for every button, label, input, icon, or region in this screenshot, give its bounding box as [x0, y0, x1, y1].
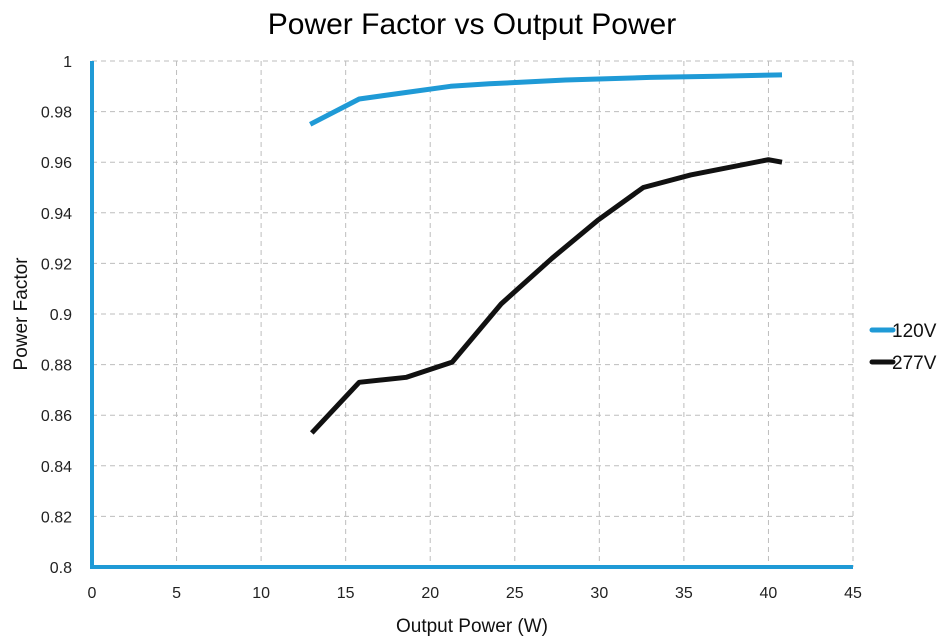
- y-tick-label: 1: [63, 54, 72, 71]
- series-layer: [309, 72, 783, 435]
- legend: 120V 277V: [869, 321, 937, 374]
- y-tick-label: 0.88: [41, 358, 72, 375]
- x-tick-label: 45: [844, 585, 862, 602]
- grid-layer: [92, 60, 854, 567]
- chart-title: Power Factor vs Output Power: [268, 8, 677, 41]
- x-tick-label: 0: [88, 585, 97, 602]
- x-tick-label: 20: [421, 585, 439, 602]
- legend-label-277v: 277V: [892, 353, 937, 374]
- x-tick-label: 40: [760, 585, 778, 602]
- x-tick-label: 5: [172, 585, 181, 602]
- y-tick-label: 0.82: [41, 509, 72, 526]
- x-tick-label: 30: [590, 585, 608, 602]
- x-tick-label: 10: [252, 585, 270, 602]
- ticks-layer: 0 5 10 15 20 25 30 35 40 45 0.8 0.82 0.84 0.86 0.88 0.9…: [41, 54, 862, 602]
- x-axis-label: Output Power (W): [396, 616, 548, 637]
- series-line-277v: [309, 157, 783, 435]
- series-line-120v: [309, 72, 783, 127]
- y-tick-label: 0.8: [50, 560, 72, 577]
- y-axis-label: Power Factor: [11, 257, 32, 371]
- y-tick-label: 0.94: [41, 206, 72, 223]
- y-tick-label: 0.92: [41, 256, 72, 273]
- y-tick-label: 0.9: [50, 307, 72, 324]
- legend-label-120v: 120V: [892, 321, 937, 342]
- y-tick-label: 0.86: [41, 408, 72, 425]
- x-tick-label: 15: [337, 585, 355, 602]
- y-tick-label: 0.96: [41, 155, 72, 172]
- y-tick-label: 0.84: [41, 459, 72, 476]
- axes-layer: [90, 61, 853, 569]
- x-tick-label: 25: [506, 585, 524, 602]
- x-tick-label: 35: [675, 585, 693, 602]
- y-tick-label: 0.98: [41, 105, 72, 122]
